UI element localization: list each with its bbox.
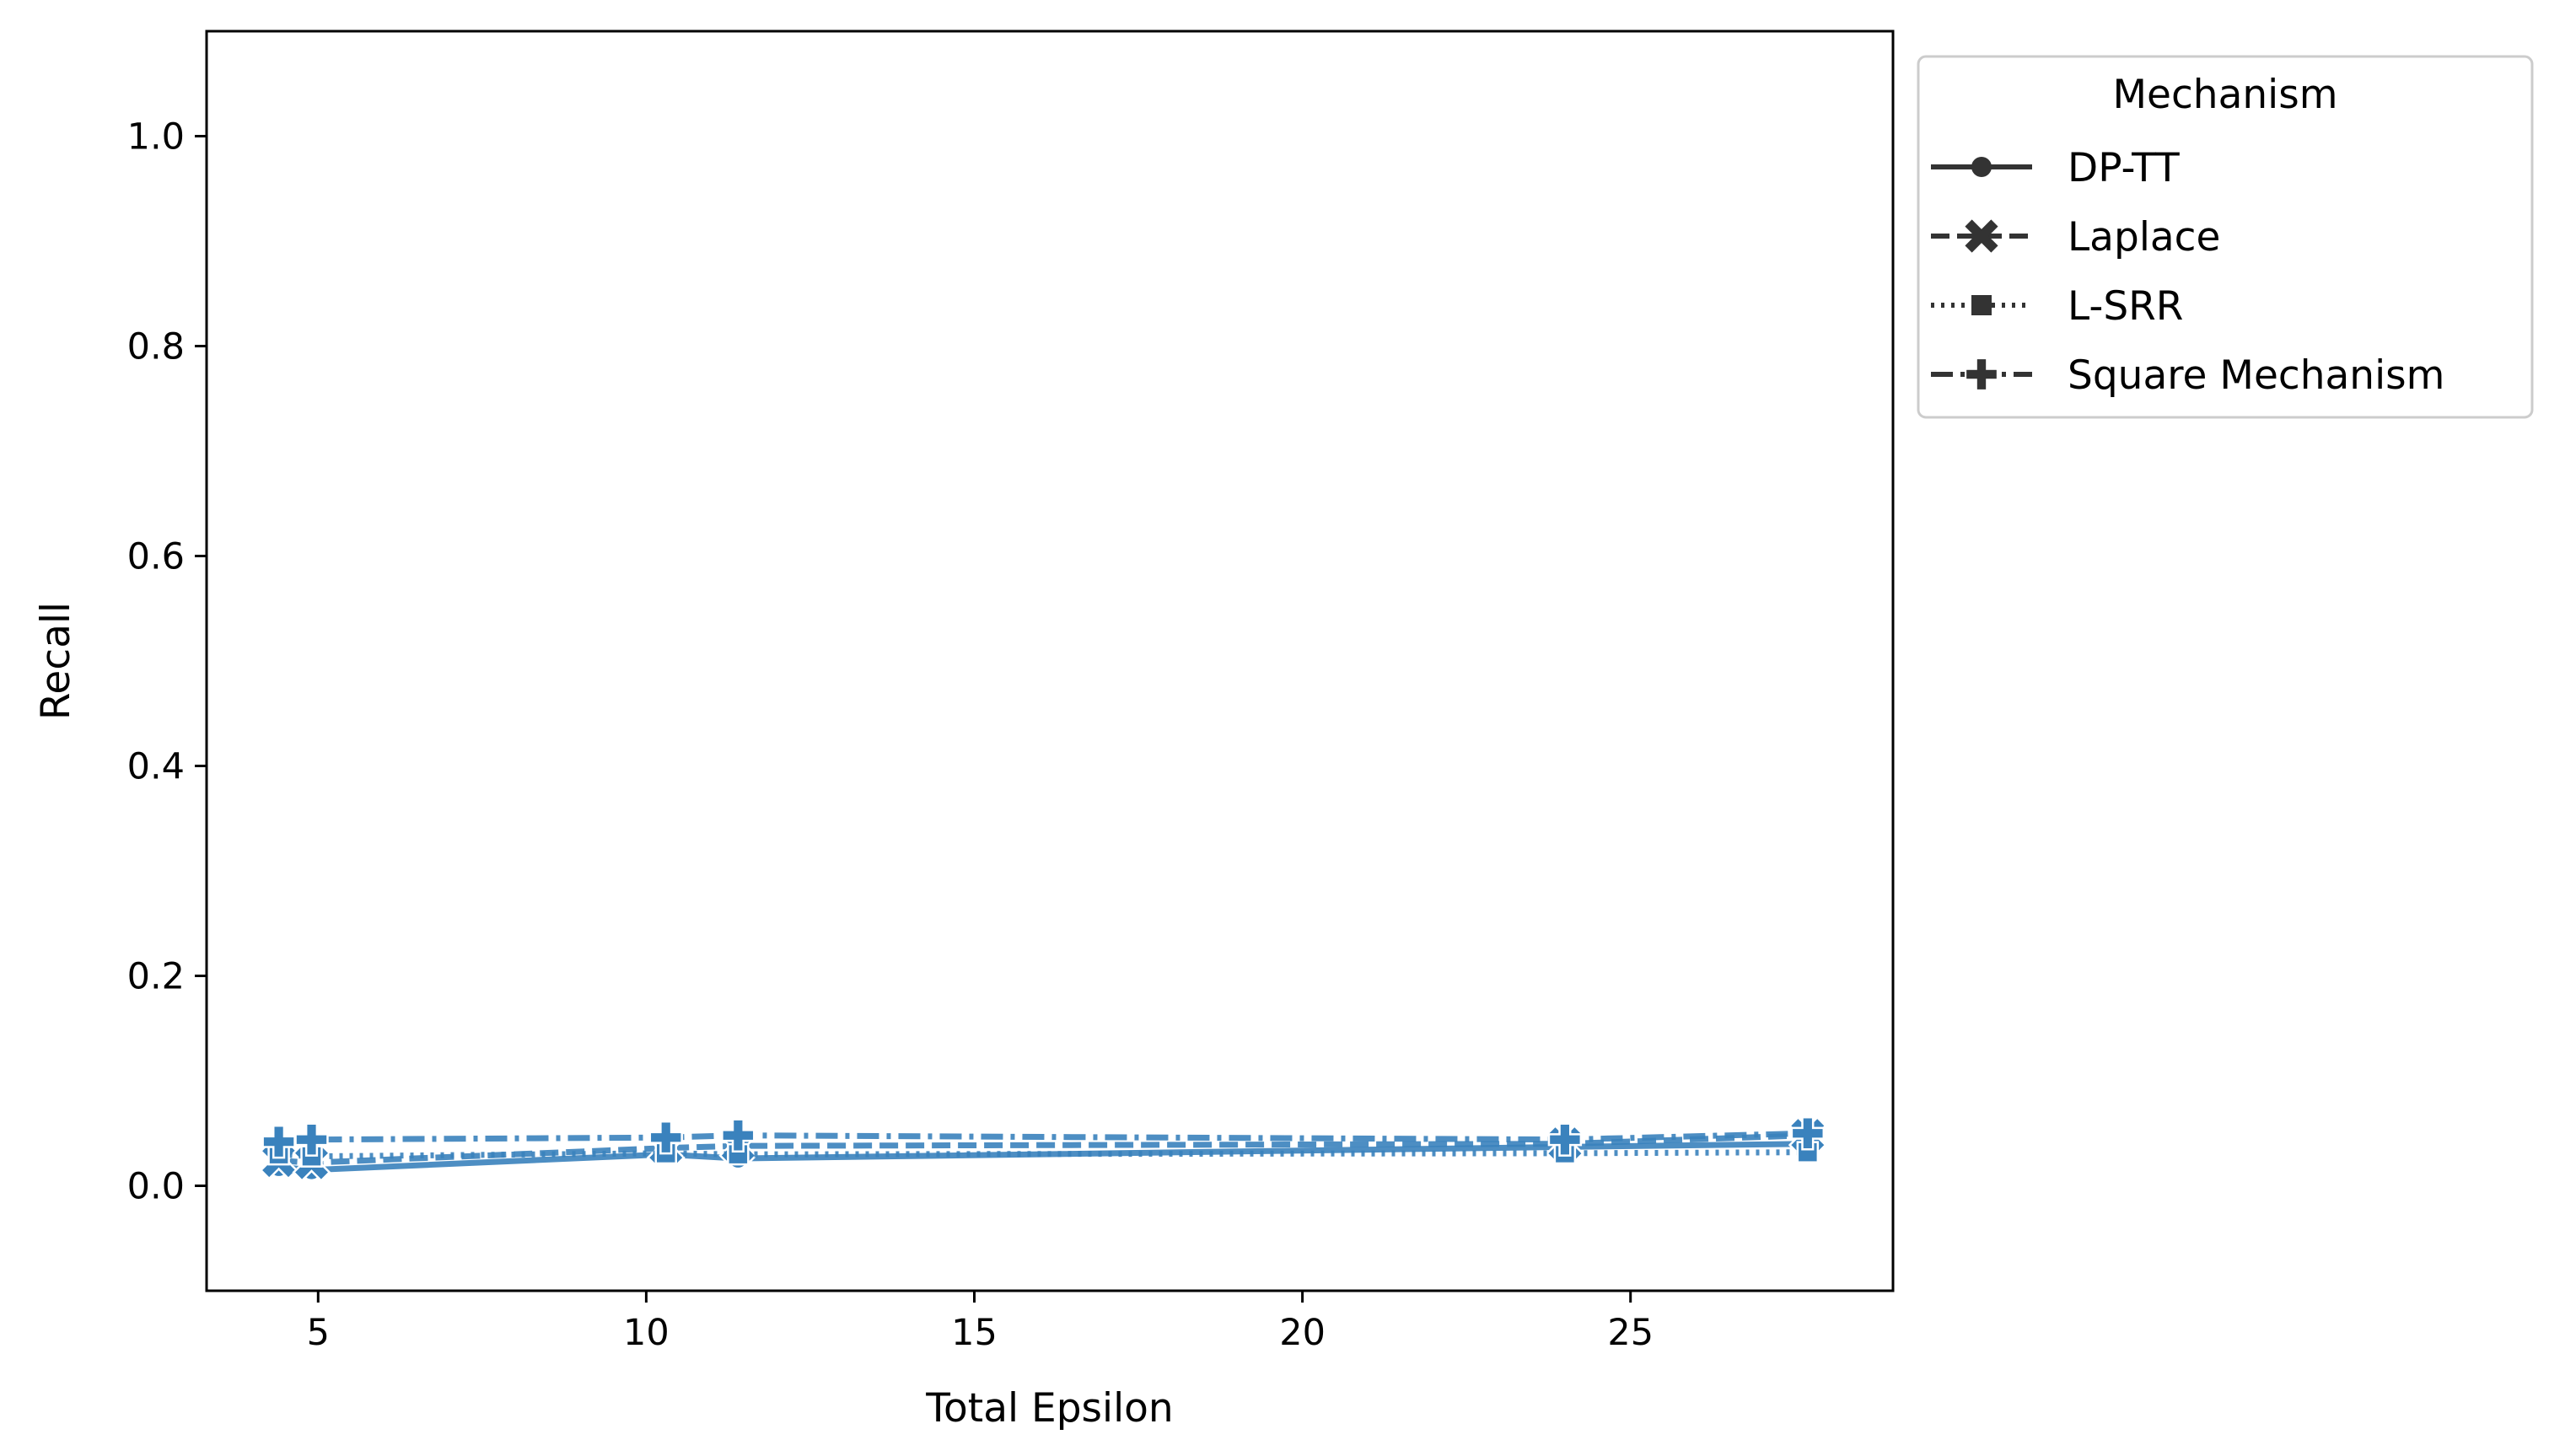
legend-label: DP-TT [2068, 145, 2180, 191]
data-point-square-mechanism [294, 1122, 329, 1157]
legend-label: L-SRR [2068, 283, 2183, 330]
series-line-square-mechanism [278, 1130, 1808, 1145]
legend-label: Laplace [2068, 214, 2220, 261]
legend-marker-x [1965, 219, 1998, 253]
y-tick-label: 0.0 [127, 1166, 185, 1208]
plot-area [207, 31, 1893, 1291]
x-tick-label: 5 [307, 1312, 330, 1354]
x-axis-label: Total Epsilon [925, 1385, 1173, 1432]
x-tick-label: 10 [623, 1312, 670, 1354]
legend-title: Mechanism [2112, 72, 2337, 118]
legend-entries: DP-TT Laplace L-SRR Square Mechanism [1931, 145, 2444, 399]
y-tick-label: 0.4 [127, 746, 185, 788]
series-layer [259, 1115, 1827, 1183]
legend-box [1917, 55, 2534, 419]
y-axis-label: Recall [33, 602, 79, 720]
data-point-square-mechanism [721, 1118, 756, 1152]
legend-entry-laplace: Laplace [1931, 214, 2220, 261]
data-point-square-mechanism [1790, 1116, 1826, 1151]
y-tick-label: 0.2 [127, 956, 185, 998]
series-square-mechanism [261, 1116, 1826, 1159]
x-tick-label: 15 [951, 1312, 998, 1354]
series-line-l-srr [278, 1149, 1808, 1160]
legend-marker-plus [1966, 359, 1997, 390]
x-axis-ticks: 5 10 15 20 25 [307, 1291, 1654, 1354]
legend-entry-dp-tt: DP-TT [1931, 145, 2180, 191]
y-tick-label: 0.8 [127, 326, 185, 368]
x-tick-label: 25 [1607, 1312, 1654, 1354]
legend-label: Square Mechanism [2068, 352, 2444, 399]
data-point-square-mechanism [648, 1120, 683, 1155]
legend: Mechanism DP-TT Laplace L-SRR Square Mechan… [1917, 55, 2534, 419]
x-tick-label: 20 [1279, 1312, 1326, 1354]
y-tick-label: 0.6 [127, 536, 185, 578]
y-tick-label: 1.0 [127, 116, 185, 158]
legend-entry-l-srr: L-SRR [1931, 283, 2183, 330]
legend-entry-square-mechanism: Square Mechanism [1931, 352, 2444, 399]
plot-frame [205, 30, 1895, 1292]
data-point-square-mechanism [261, 1125, 296, 1159]
data-point-square-mechanism [1547, 1122, 1583, 1157]
legend-marker-circle [1971, 157, 1992, 177]
y-axis-ticks: 0.0 0.2 0.4 0.6 0.8 1.0 [127, 116, 207, 1208]
legend-marker-square [1971, 295, 1992, 315]
